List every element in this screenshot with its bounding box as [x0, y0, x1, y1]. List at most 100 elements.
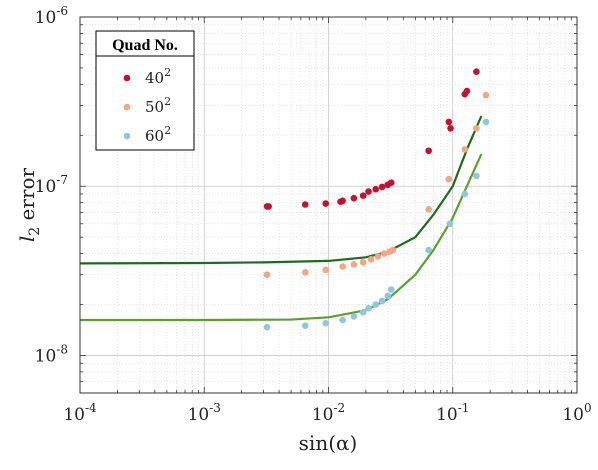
legend-title: Quad No.	[112, 37, 178, 54]
x-axis-label: sin(α)	[299, 431, 358, 455]
legend-item: 602	[123, 124, 171, 145]
data-point	[384, 292, 392, 300]
x-tick-label: 10-4	[63, 401, 97, 425]
data-point	[425, 147, 432, 155]
data-point	[367, 255, 375, 263]
tick-base: 10	[312, 405, 334, 425]
tick-base: 10	[63, 405, 85, 425]
data-point	[482, 91, 490, 99]
data-point	[350, 313, 358, 320]
data-point	[339, 316, 346, 324]
data-point	[425, 246, 432, 254]
data-point	[339, 197, 346, 205]
legend-label: 602	[145, 124, 171, 145]
y-tick-label: 10-6	[35, 4, 68, 28]
y-tick-label: 10-8	[35, 342, 68, 366]
data-point	[350, 261, 358, 268]
data-point	[263, 323, 271, 331]
legend-label-base: 40	[145, 69, 164, 87]
tick-base: 10	[35, 8, 57, 28]
data-point	[387, 286, 395, 293]
x-tick-label: 10-3	[188, 401, 221, 425]
data-point	[461, 146, 469, 153]
data-point	[322, 200, 330, 207]
data-point	[425, 206, 432, 213]
tick-exponent: -4	[85, 401, 97, 415]
data-point	[372, 301, 380, 308]
tick-exponent: -6	[56, 4, 68, 18]
y-axis-label-l: l	[15, 236, 39, 242]
tick-base: 10	[35, 177, 57, 197]
data-point	[387, 179, 395, 186]
series-60-points	[263, 118, 490, 331]
legend-label-exp: 2	[164, 124, 171, 137]
data-point	[374, 253, 382, 260]
data-point	[446, 220, 454, 228]
data-point	[322, 266, 330, 274]
y-axis-label-rest: error	[15, 167, 39, 226]
tick-base: 10	[562, 405, 584, 425]
x-tick-label: 10-1	[436, 401, 469, 425]
x-tick-label: 10-2	[312, 401, 345, 425]
data-point	[365, 304, 372, 312]
data-point	[359, 308, 367, 316]
data-point	[301, 201, 309, 208]
data-point	[389, 246, 397, 254]
data-point	[301, 269, 309, 276]
data-point	[372, 185, 380, 193]
data-point	[482, 118, 490, 126]
data-point	[378, 297, 386, 305]
y-tick-label: 10-7	[35, 173, 68, 197]
data-point	[378, 183, 386, 191]
tick-exponent: -8	[56, 342, 68, 356]
data-point	[301, 322, 309, 329]
series-40-points	[263, 68, 480, 210]
tick-base: 10	[436, 405, 458, 425]
tick-exponent: 0	[584, 401, 592, 415]
x-tick-labels: 10-4 10-3 10-2 10-1 100	[63, 401, 591, 425]
data-point	[473, 172, 480, 180]
tick-base: 10	[188, 405, 210, 425]
legend-label-base: 50	[145, 98, 164, 116]
svg-text:l2 error: l2 error	[15, 167, 43, 242]
tick-exponent: -1	[458, 401, 470, 415]
data-point	[473, 124, 480, 132]
data-point	[447, 124, 454, 132]
data-point	[445, 118, 453, 126]
legend-label-exp: 2	[164, 66, 171, 79]
y-tick-labels: 10-810-710-6	[35, 4, 68, 366]
legend-label-base: 60	[145, 127, 164, 145]
legend-marker	[123, 132, 131, 140]
x-tick-label: 100	[562, 401, 591, 425]
y-axis-label-sub: 2	[27, 227, 43, 236]
legend-label-exp: 2	[164, 95, 171, 108]
plot-area	[79, 16, 578, 394]
legend-label: 402	[145, 66, 171, 87]
data-point	[359, 259, 367, 266]
data-point	[339, 263, 346, 270]
tick-exponent: -7	[56, 173, 68, 187]
data-point	[359, 192, 367, 199]
data-point	[265, 203, 272, 210]
data-point	[463, 87, 471, 95]
data-points	[263, 68, 490, 331]
tick-base: 10	[35, 346, 57, 366]
series-50-points	[263, 91, 490, 279]
legend-box	[95, 30, 195, 151]
tick-exponent: -3	[209, 401, 221, 415]
grid	[79, 17, 577, 394]
data-point	[461, 190, 469, 198]
data-point	[445, 175, 453, 183]
legend-marker	[123, 103, 131, 111]
legend-label: 502	[145, 95, 171, 116]
data-point	[263, 271, 271, 279]
legend-item: 402	[123, 66, 171, 87]
data-point	[473, 68, 480, 76]
data-point	[380, 250, 388, 257]
data-point	[365, 188, 372, 195]
fit-curve-2	[80, 153, 483, 322]
data-point	[322, 319, 330, 327]
